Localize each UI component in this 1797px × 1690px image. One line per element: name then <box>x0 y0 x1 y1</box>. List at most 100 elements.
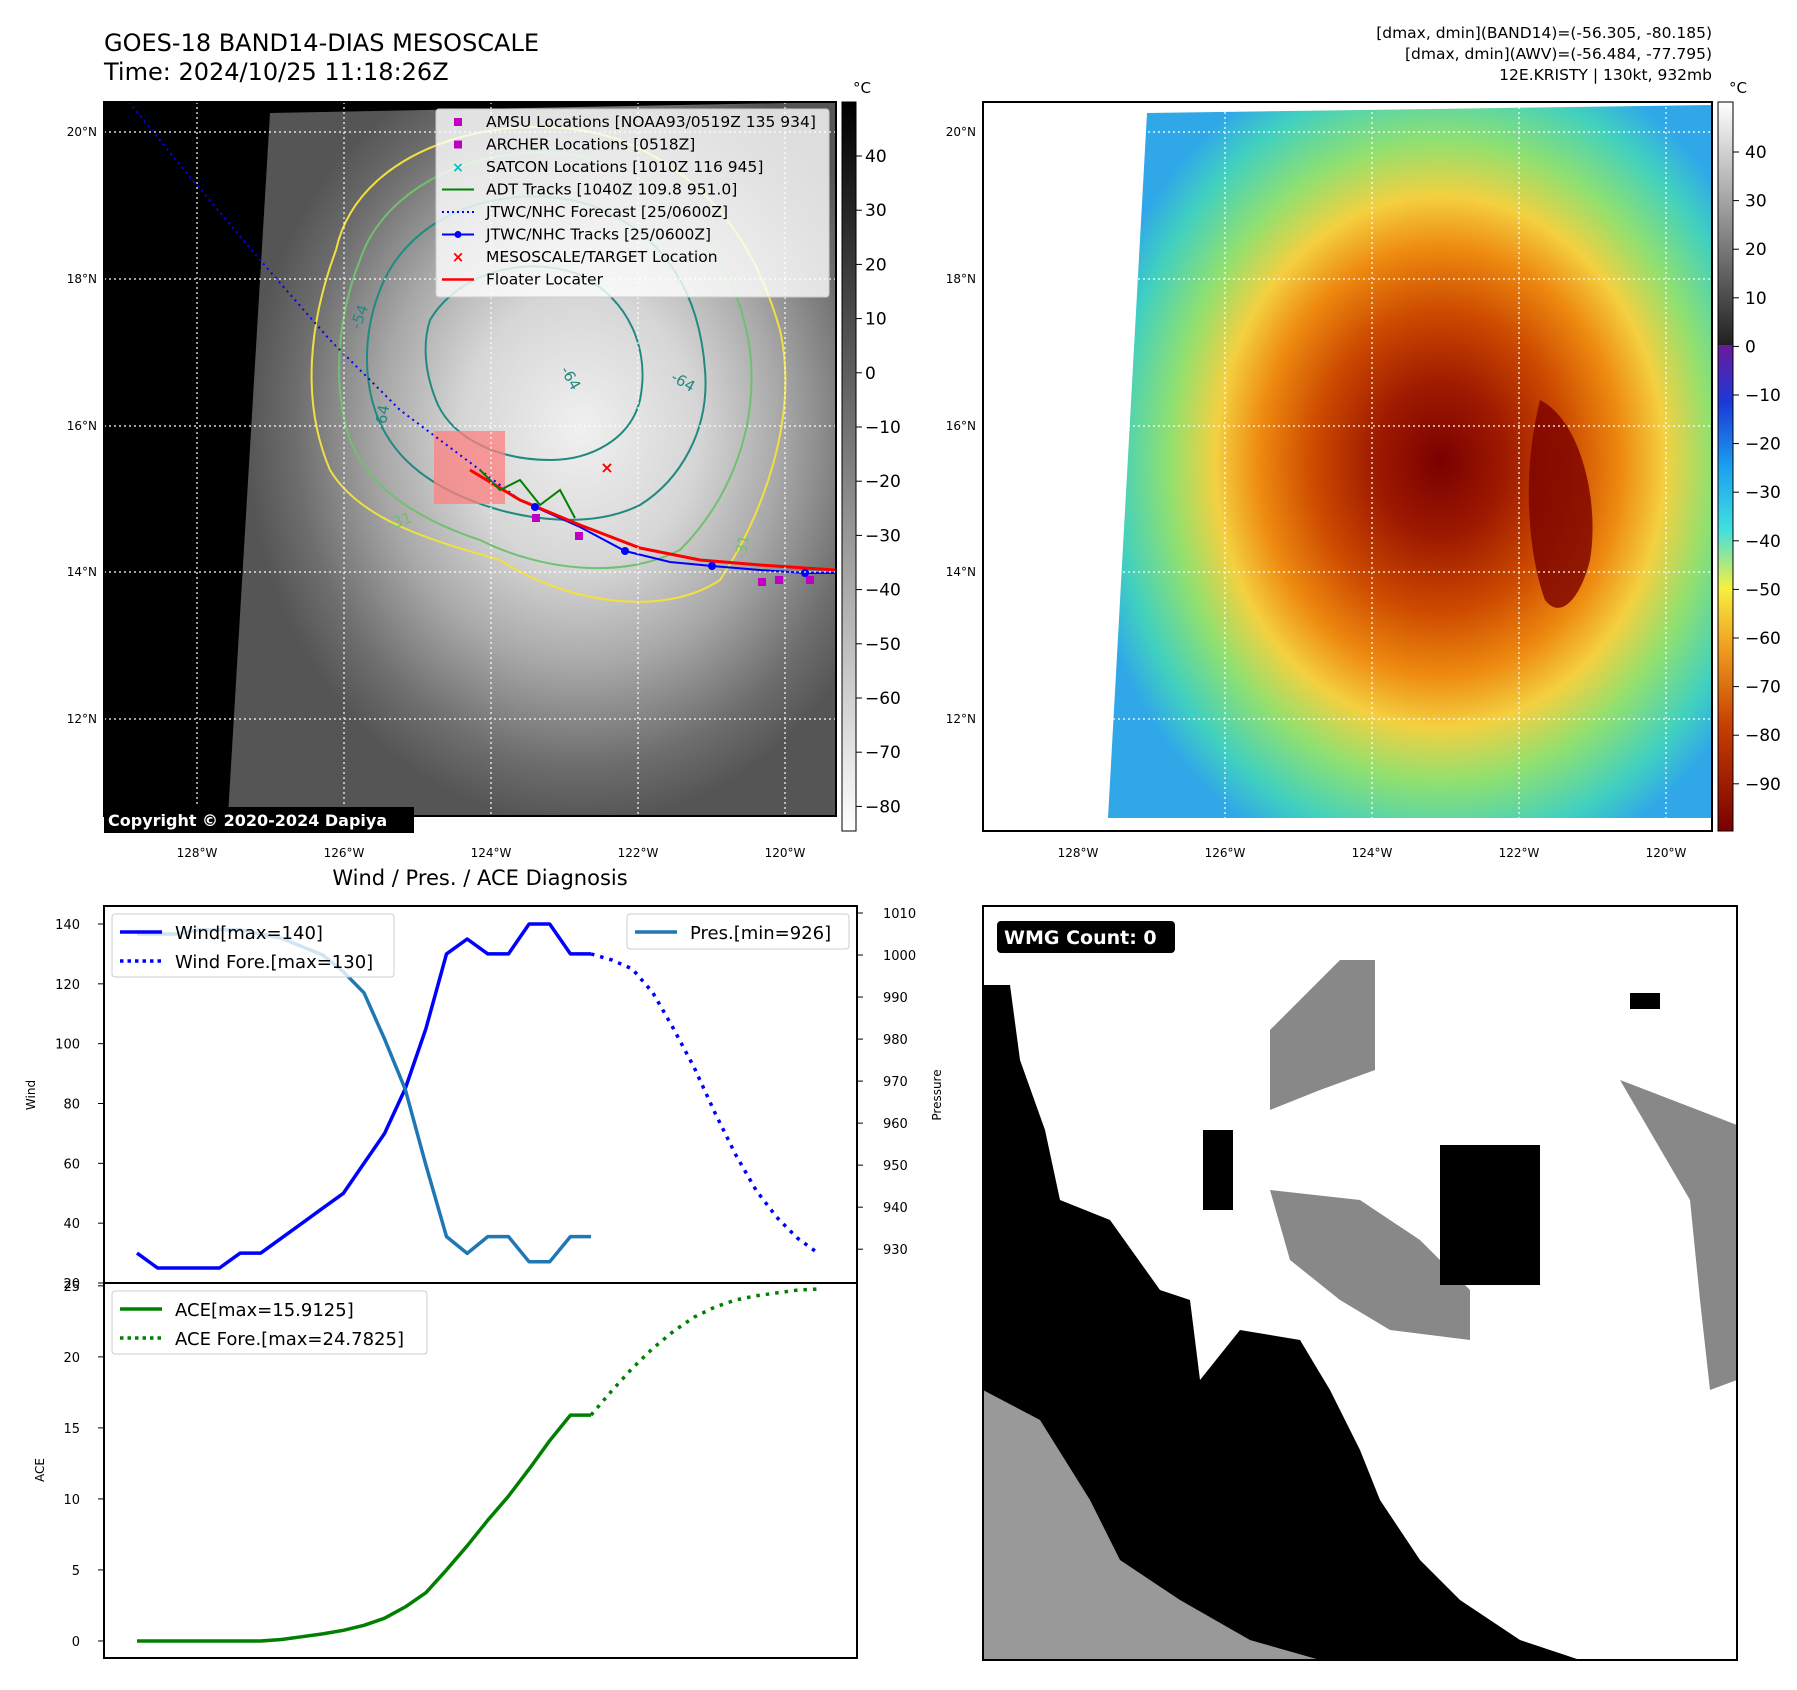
colorbar-unit: °C <box>1729 79 1747 97</box>
colorbar-tick-label: 10 <box>865 310 887 330</box>
y-axis-label: Wind <box>24 1080 38 1110</box>
map-frame <box>103 101 837 817</box>
satellite-swath <box>1108 105 1712 818</box>
legend-label: Wind[max=140] <box>175 923 323 944</box>
legend-label: ACE[max=15.9125] <box>175 1300 354 1321</box>
track-point <box>621 547 629 555</box>
lon-tick-label: 120°W <box>765 846 806 860</box>
y-tick-label-right: 1010 <box>883 907 916 922</box>
colorbar-tick-label: −30 <box>1745 483 1781 503</box>
lon-tick-label: 120°W <box>1646 846 1687 860</box>
ir-color-map <box>982 101 1713 832</box>
lat-tick-label: 12°N <box>67 712 97 726</box>
lat-tick-label: 20°N <box>67 125 97 139</box>
lon-tick-label: 128°W <box>177 846 218 860</box>
y-axis-label: ACE <box>33 1458 47 1482</box>
lat-tick-label: 18°N <box>946 272 976 286</box>
y-tick-label: 140 <box>55 918 80 933</box>
y-tick-label: 0 <box>72 1635 80 1650</box>
stats-band14: [dmax, dmin](BAND14)=(-56.305, -80.185) <box>1376 24 1712 42</box>
amsu-marker <box>532 514 540 522</box>
wind-pressure-chart: 20 40 60 80 100 120 140 930 940 950 960 970 980 990 10… <box>24 905 944 1292</box>
legend-box <box>111 913 395 978</box>
cold-region <box>983 985 1580 1660</box>
legend-label: SATCON Locations [1010Z 116 945] <box>486 158 763 176</box>
colorbar-ramp-bottom <box>1718 345 1733 831</box>
lon-tick-label: 126°W <box>324 846 365 860</box>
colorbar-tick-label: 30 <box>865 201 887 221</box>
colorbar-frame <box>1717 101 1734 832</box>
colorbar-tick-label: −50 <box>1745 580 1781 600</box>
gray-band <box>1270 960 1375 1110</box>
colorbar-tick-label: −20 <box>865 472 901 492</box>
lon-tick-label: 126°W <box>1205 846 1246 860</box>
series-line-0 <box>135 922 591 1270</box>
wmg-badge: WMG Count: 0 <box>1004 927 1157 949</box>
colorbar-tick-label: −70 <box>1745 678 1781 698</box>
lon-tick-label: 122°W <box>1499 846 1540 860</box>
y-tick-label-right: 970 <box>883 1075 908 1090</box>
colorbar-tick-label: −50 <box>865 635 901 655</box>
wmg-field <box>983 960 1737 1660</box>
target-marker: × <box>600 458 613 477</box>
lon-tick-label: 128°W <box>1058 846 1099 860</box>
lat-tick-label: 14°N <box>67 565 97 579</box>
cold-patch <box>1203 1130 1233 1210</box>
legend-label: ACE Fore.[max=24.7825] <box>175 1329 404 1350</box>
colorbar-tick-label: 0 <box>865 364 876 384</box>
lat-tick-label: 16°N <box>67 419 97 433</box>
y-tick-label: 10 <box>63 1493 80 1508</box>
lat-tick-label: 16°N <box>946 419 976 433</box>
colorbar-tick-label: 40 <box>1745 143 1767 163</box>
adt-track-line <box>479 469 576 519</box>
panel-frame <box>982 905 1738 1661</box>
colorbar-tick-label: 30 <box>1745 192 1767 212</box>
contour-label: -64 <box>371 403 393 430</box>
y-tick-label-right: 990 <box>883 991 908 1006</box>
lat-tick-label: 14°N <box>946 565 976 579</box>
lon-tick-label: 122°W <box>618 846 659 860</box>
y-axis-label-right: Pressure <box>930 1069 944 1120</box>
wmg-panel: WMG Count: 0 <box>982 905 1738 1661</box>
amsu-marker <box>758 578 766 586</box>
y-tick-label-right: 980 <box>883 1033 908 1048</box>
map-gridlines <box>983 102 1712 831</box>
y-tick-label: 20 <box>63 1277 80 1292</box>
legend-marker <box>454 118 462 126</box>
y-tick-label: 40 <box>63 1217 80 1232</box>
y-tick-label: 20 <box>63 1351 80 1366</box>
floater-box <box>434 431 505 504</box>
color-colorbar: °C 40 30 20 10 0 −10 −20 −30 −40 −50 −60 −70 −80 −90 <box>1717 79 1781 832</box>
colorbar-tick-label: 10 <box>1745 289 1767 309</box>
figure-title: GOES-18 BAND14-DIAS MESOSCALE <box>104 29 539 57</box>
cold-patch <box>1440 1145 1540 1285</box>
legend-label: MESOSCALE/TARGET Location <box>486 248 718 266</box>
colorbar-tick-label: 20 <box>1745 240 1767 260</box>
gray-band <box>1270 1190 1470 1340</box>
y-tick-label: 15 <box>63 1422 80 1437</box>
legend-marker: × <box>452 160 464 176</box>
best-track-line <box>534 506 836 574</box>
colorbar-tick-label: 40 <box>865 147 887 167</box>
colorbar-tick-label: −80 <box>1745 726 1781 746</box>
ir-grayscale-map: × -54 -64 -64 -64 -31 -31 AMSU Locations… <box>103 101 837 833</box>
y-tick-label-right: 940 <box>883 1201 908 1216</box>
legend-marker: × <box>452 248 465 266</box>
legend-label: Floater Locater <box>486 271 604 289</box>
y-tick-label-right: 950 <box>883 1159 908 1174</box>
y-tick-label: 60 <box>63 1157 80 1172</box>
colorbar-tick-label: −30 <box>865 526 901 546</box>
stats-awv: [dmax, dmin](AWV)=(-56.484, -77.795) <box>1405 45 1712 63</box>
legend-box <box>626 913 850 950</box>
legend-label: AMSU Locations [NOAA93/0519Z 135 934] <box>486 113 816 131</box>
forecast-track-line <box>128 102 521 501</box>
y-tick-label-right: 960 <box>883 1117 908 1132</box>
colorbar-tick-label: −40 <box>865 581 901 601</box>
lat-tick-label: 18°N <box>67 272 97 286</box>
legend-box <box>111 1290 428 1355</box>
colorbar-tick-label: −90 <box>1745 775 1781 795</box>
ace-series-line-0 <box>137 1413 591 1643</box>
y-tick-label-right: 1000 <box>883 949 916 964</box>
